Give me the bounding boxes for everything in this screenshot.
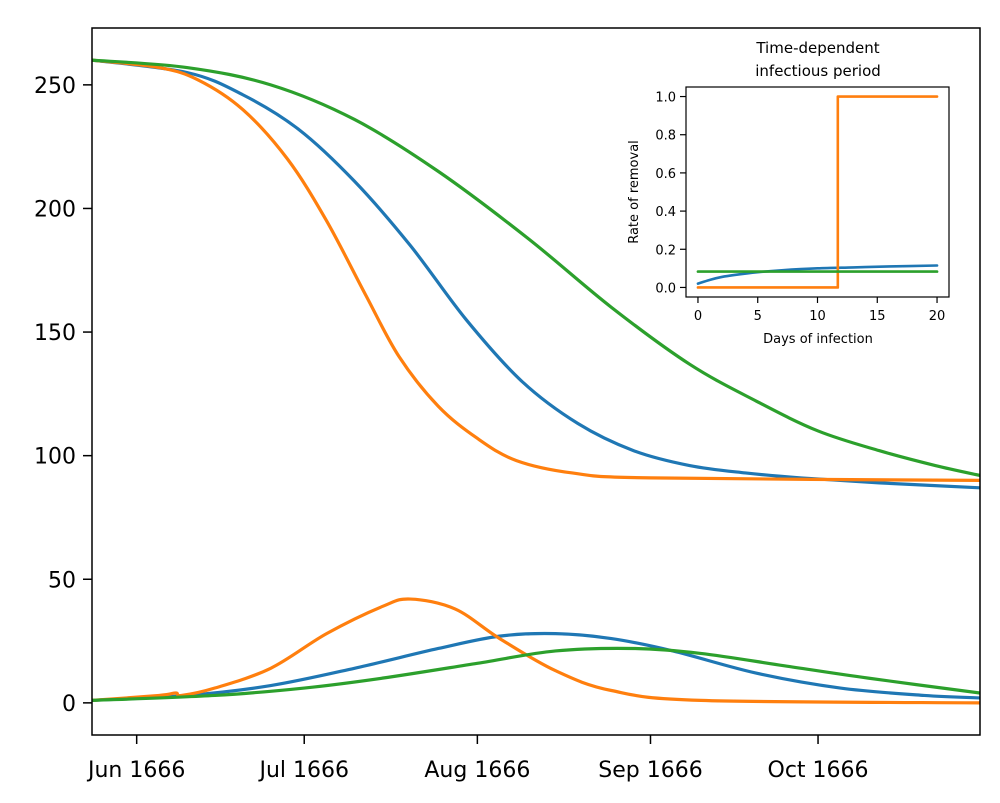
main-x-tick-label-2: Jul 1666 bbox=[257, 758, 349, 783]
inset-x-tick-label-3: 10 bbox=[809, 309, 826, 324]
main-plot-frame bbox=[91, 27, 981, 736]
main-series-line-6 bbox=[92, 646, 980, 702]
main-x-tick-label-3: Aug 1666 bbox=[424, 758, 530, 783]
inset-series-group bbox=[696, 95, 939, 289]
main-y-tick-label-3: 100 bbox=[34, 445, 76, 470]
main-series-line-4 bbox=[92, 631, 980, 702]
main-series-line-3 bbox=[92, 58, 980, 478]
main-series-line-2 bbox=[92, 58, 980, 482]
main-y-tick-label-1: 0 bbox=[62, 692, 76, 717]
main-x-tick-label-4: Sep 1666 bbox=[598, 758, 702, 783]
inset-series-line-2 bbox=[696, 95, 939, 289]
inset-x-tick-label-4: 15 bbox=[869, 309, 886, 324]
main-x-tick-label-5: Oct 1666 bbox=[768, 758, 869, 783]
inset-y-tick-label-1: 0.0 bbox=[655, 281, 676, 296]
inset-title-line-1: Time-dependent bbox=[755, 39, 879, 57]
inset-y-tick-label-6: 1.0 bbox=[655, 91, 676, 106]
main-y-tick-label-2: 50 bbox=[48, 568, 76, 593]
inset-plot: Time-dependent infectious period 0 5 10 15 2… bbox=[627, 39, 950, 347]
main-plot: Jun 1666 Jul 1666 Aug 1666 Sep 1666 Oct 1666… bbox=[34, 27, 981, 783]
main-series-line-1 bbox=[92, 58, 980, 490]
main-axis-ticks: Jun 1666 Jul 1666 Aug 1666 Sep 1666 Oct 1666… bbox=[34, 74, 869, 783]
inset-y-axis-label: Rate of removal bbox=[627, 140, 642, 244]
inset-title-line-2: infectious period bbox=[755, 62, 881, 80]
inset-x-tick-label-5: 20 bbox=[929, 309, 946, 324]
inset-background bbox=[686, 87, 949, 297]
main-y-tick-label-6: 250 bbox=[34, 74, 76, 99]
main-y-tick-label-5: 200 bbox=[34, 197, 76, 222]
inset-y-tick-label-5: 0.8 bbox=[655, 129, 676, 144]
inset-axis-ticks: 0 5 10 15 20 0.0 0.2 0.4 0.6 0.8 1.0 bbox=[655, 91, 945, 324]
inset-y-tick-label-2: 0.2 bbox=[655, 243, 676, 258]
main-x-tick-label-1: Jun 1666 bbox=[86, 758, 185, 783]
inset-x-tick-label-1: 0 bbox=[694, 309, 702, 324]
main-y-tick-label-4: 150 bbox=[34, 321, 76, 346]
inset-x-axis-label: Days of infection bbox=[763, 332, 873, 347]
inset-x-tick-label-2: 5 bbox=[754, 309, 762, 324]
main-series-group bbox=[92, 58, 980, 705]
inset-y-tick-label-3: 0.4 bbox=[655, 205, 676, 220]
main-series-line-5 bbox=[92, 597, 980, 705]
inset-y-tick-label-4: 0.6 bbox=[655, 167, 676, 182]
